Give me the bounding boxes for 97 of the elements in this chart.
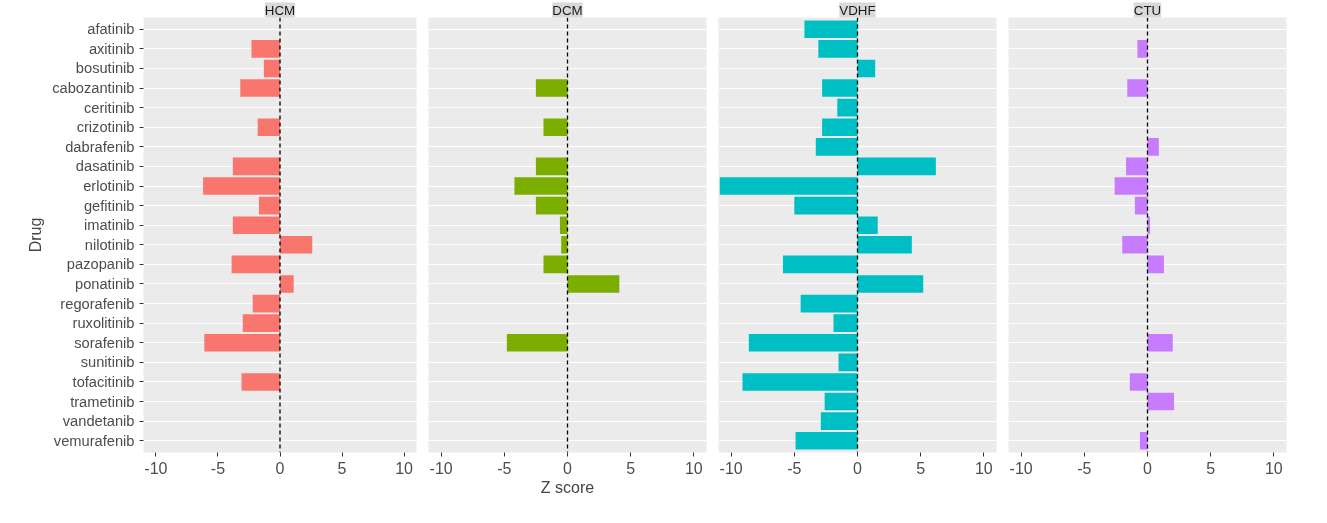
- x-tick-label: -10: [1009, 459, 1033, 477]
- bar: [795, 431, 858, 450]
- y-tick-label: sorafenib: [74, 334, 135, 351]
- y-tick-label: crizotinib: [76, 119, 135, 136]
- y-tick-label: vandetanib: [62, 413, 135, 430]
- y-tick-label: erlotinib: [83, 178, 135, 195]
- x-tick-label: -10: [144, 459, 168, 477]
- x-tick-label: -10: [719, 459, 743, 477]
- y-tick-label: gefitinib: [83, 197, 135, 214]
- y-tick-label: sunitinib: [80, 354, 135, 371]
- x-tick-label: 5: [916, 459, 926, 477]
- x-tick-label: -10: [429, 459, 453, 477]
- bar: [838, 353, 858, 372]
- bar: [719, 177, 858, 195]
- bar: [837, 98, 858, 117]
- bar: [252, 294, 280, 313]
- bar: [1147, 333, 1173, 352]
- x-tick-label: 10: [684, 459, 703, 477]
- x-tick-label: 0: [275, 459, 285, 477]
- y-tick-label: trametinib: [70, 393, 135, 410]
- bar: [820, 412, 858, 430]
- bar: [782, 255, 858, 274]
- x-tick-label: -5: [210, 459, 226, 477]
- y-tick-label: imatinib: [84, 217, 135, 234]
- bar: [833, 314, 858, 332]
- bar: [857, 275, 924, 293]
- y-tick-label: bosutinib: [75, 60, 135, 77]
- x-tick-label: 5: [337, 459, 347, 477]
- y-tick-label: vemurafenib: [53, 432, 135, 449]
- x-tick-label: 10: [974, 459, 993, 477]
- y-tick-label: ponatinib: [75, 275, 135, 292]
- bar: [280, 275, 294, 293]
- x-tick-label: 5: [1206, 459, 1216, 477]
- bar: [1126, 157, 1148, 176]
- x-tick-label: 10: [395, 459, 414, 477]
- bar: [1139, 431, 1148, 450]
- bar: [258, 196, 280, 215]
- chart-title: VDHF: [839, 2, 876, 18]
- y-tick-label: afatinib: [87, 21, 135, 38]
- bar: [857, 235, 912, 254]
- y-tick-label: ruxolitinib: [72, 315, 135, 332]
- bar: [251, 40, 280, 58]
- bar: [1122, 235, 1148, 254]
- x-axis-title: Z score: [540, 478, 595, 496]
- bar: [232, 216, 280, 235]
- bar: [1147, 255, 1164, 274]
- bar: [257, 118, 280, 137]
- x-tick-label: 5: [626, 459, 636, 477]
- chart-title: DCM: [552, 2, 583, 18]
- bar: [748, 333, 858, 352]
- bar: [1134, 196, 1148, 215]
- bar: [263, 59, 280, 78]
- y-tick-label: tofacitinib: [72, 373, 135, 390]
- bar: [1137, 40, 1148, 58]
- bar: [824, 392, 858, 411]
- bar: [241, 373, 280, 391]
- y-tick-label: regorafenib: [60, 295, 135, 312]
- bar: [800, 294, 858, 313]
- chart-title: CTU: [1133, 2, 1162, 18]
- y-tick-label: dasatinib: [75, 158, 135, 175]
- bar: [742, 373, 858, 391]
- bar: [857, 59, 876, 78]
- bar: [857, 216, 878, 235]
- x-tick-label: 10: [1264, 459, 1283, 477]
- bar: [203, 177, 280, 195]
- bar: [1114, 177, 1148, 195]
- bar: [1147, 138, 1159, 156]
- y-tick-label: dabrafenib: [65, 138, 135, 155]
- x-tick-label: -5: [787, 459, 802, 477]
- y-tick-label: ceritinib: [84, 99, 135, 116]
- bar: [1127, 79, 1148, 97]
- y-axis-title: Drug: [27, 217, 45, 253]
- x-tick-label: -5: [1077, 459, 1092, 477]
- bar: [280, 235, 313, 254]
- bar: [804, 20, 858, 39]
- x-tick-label: 0: [1143, 459, 1153, 477]
- y-tick-label: cabozantinib: [52, 80, 135, 97]
- bar: [822, 79, 858, 97]
- x-tick-label: 0: [853, 459, 863, 477]
- bar: [204, 333, 280, 352]
- bar: [231, 255, 280, 274]
- bar: [240, 79, 280, 97]
- bar: [818, 40, 858, 58]
- y-tick-label: nilotinib: [84, 236, 135, 253]
- bar: [1147, 392, 1175, 411]
- bar: [822, 118, 858, 137]
- bar: [815, 138, 858, 156]
- bar: [794, 196, 858, 215]
- bar: [1129, 373, 1148, 391]
- x-tick-label: -5: [497, 459, 512, 477]
- bar: [857, 157, 936, 176]
- bar: [232, 157, 280, 176]
- y-tick-label: axitinib: [88, 40, 135, 57]
- bar: [242, 314, 280, 332]
- chart-title: HCM: [264, 2, 296, 18]
- x-tick-label: 0: [563, 459, 573, 477]
- y-tick-label: pazopanib: [66, 256, 135, 273]
